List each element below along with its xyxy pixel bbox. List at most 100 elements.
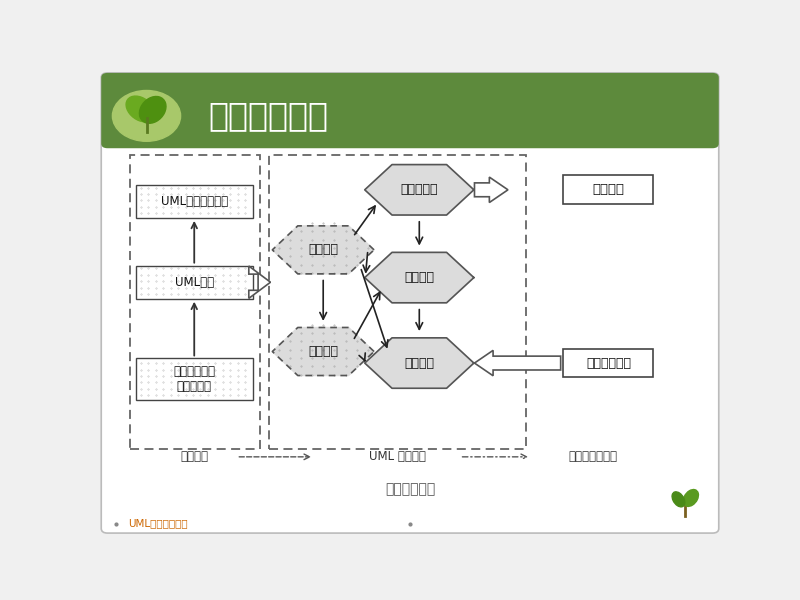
Point [194,365,207,374]
Point [157,202,170,212]
Point [134,189,147,199]
Point [134,196,147,205]
Text: 知识准备: 知识准备 [181,451,209,463]
Point [216,196,229,205]
Polygon shape [249,266,270,298]
Point [194,202,207,212]
FancyBboxPatch shape [102,73,718,533]
Point [150,270,162,280]
Point [238,263,251,273]
Point [224,263,237,273]
Point [179,365,192,374]
Point [142,263,154,273]
Point [157,277,170,286]
Point [209,358,222,368]
Point [164,358,177,368]
Point [202,277,214,286]
Point [186,371,199,381]
Point [172,358,185,368]
Point [142,283,154,293]
Point [186,391,199,400]
Point [202,365,214,374]
Point [209,277,222,286]
Point [209,202,222,212]
Point [238,384,251,394]
Point [224,391,237,400]
Point [150,371,162,381]
Text: 本章学习导航: 本章学习导航 [209,100,329,133]
Point [150,277,162,286]
Point [179,277,192,286]
Point [194,289,207,299]
Point [209,377,222,387]
Point [179,202,192,212]
Point [179,391,192,400]
Text: 动态建模: 动态建模 [404,271,434,284]
Text: 过程指导与实现: 过程指导与实现 [569,451,618,463]
Point [164,283,177,293]
Point [216,391,229,400]
Point [238,289,251,299]
Point [231,371,244,381]
Point [134,365,147,374]
Point [202,189,214,199]
Polygon shape [365,253,474,303]
Point [209,391,222,400]
Polygon shape [272,226,374,274]
Point [231,377,244,387]
Point [231,283,244,293]
Text: UML建模工具简介: UML建模工具简介 [161,195,228,208]
Point [142,189,154,199]
Text: UML简介: UML简介 [174,276,214,289]
Point [134,209,147,218]
Point [194,270,207,280]
Point [134,202,147,212]
Point [164,189,177,199]
Point [231,196,244,205]
Point [194,371,207,381]
Point [157,270,170,280]
Polygon shape [272,328,374,376]
Point [238,371,251,381]
Point [164,384,177,394]
Point [194,189,207,199]
Point [231,384,244,394]
Point [186,289,199,299]
Point [157,283,170,293]
Point [164,277,177,286]
Point [224,283,237,293]
Point [194,391,207,400]
Point [134,358,147,368]
Point [134,263,147,273]
Point [194,263,207,273]
Point [238,277,251,286]
Text: 静态建模: 静态建模 [308,345,338,358]
Point [172,270,185,280]
Point [202,196,214,205]
Point [209,365,222,374]
Point [142,358,154,368]
Point [179,371,192,381]
Polygon shape [474,177,508,203]
Point [134,384,147,394]
FancyBboxPatch shape [136,266,253,299]
Point [216,377,229,387]
Point [238,189,251,199]
Point [216,277,229,286]
Point [209,209,222,218]
Point [134,377,147,387]
Point [216,202,229,212]
Point [142,209,154,218]
Point [224,289,237,299]
Point [164,377,177,387]
Point [202,377,214,387]
Point [157,377,170,387]
Point [142,202,154,212]
Point [134,270,147,280]
Point [134,283,147,293]
Point [186,365,199,374]
Point [202,371,214,381]
Point [238,391,251,400]
Point [157,209,170,218]
Point [186,283,199,293]
